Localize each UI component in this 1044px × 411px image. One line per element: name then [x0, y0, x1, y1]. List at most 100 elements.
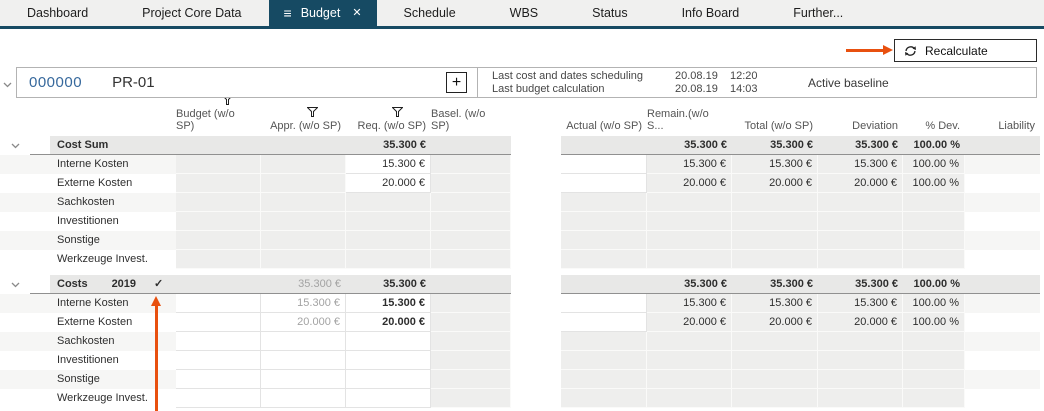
column-header-deviation[interactable]: Deviation: [818, 101, 903, 136]
last-budget-calc-line: Last budget calculation 20.08.19 14:03: [492, 83, 770, 95]
column-header-appr[interactable]: Appr. (w/o SP): [261, 101, 346, 136]
gap-cell: [511, 212, 561, 231]
tab-dashboard[interactable]: Dashboard: [27, 6, 89, 20]
cell-actual: [561, 313, 647, 332]
column-header-req[interactable]: Req. (w/o SP): [346, 101, 431, 136]
column-header-basel[interactable]: Basel. (w/o SP): [431, 101, 511, 136]
tab-info-board[interactable]: Info Board: [681, 6, 740, 20]
column-header-label: Deviation: [852, 120, 898, 132]
cell-total: 15.300 €: [732, 294, 818, 313]
cell-appr[interactable]: [261, 370, 346, 389]
cell-req: [346, 212, 431, 231]
chevron-down-icon[interactable]: [3, 75, 12, 93]
row-label: Interne Kosten: [30, 294, 176, 313]
tab-project-core-data[interactable]: Project Core Data: [142, 6, 242, 20]
row-label: Werkzeuge Invest.: [30, 250, 176, 269]
column-header-label: Liability: [998, 120, 1035, 132]
column-header-actual[interactable]: Actual (w/o SP): [561, 101, 647, 136]
close-icon[interactable]: ✕: [352, 6, 362, 19]
chevron-down-icon[interactable]: [0, 136, 30, 155]
cell-remain: [647, 332, 732, 351]
row-gutter: [0, 231, 30, 250]
tab-status[interactable]: Status: [592, 6, 628, 20]
cell-req[interactable]: [346, 332, 431, 351]
column-header-total[interactable]: Total (w/o SP): [732, 101, 818, 136]
cell-req[interactable]: 20.000 €: [346, 313, 431, 332]
row-gutter: [0, 212, 30, 231]
tab-budget[interactable]: ≡ Budget ✕: [268, 0, 377, 26]
active-baseline-label: Active baseline: [808, 75, 889, 90]
column-header-label: Budget (w/o SP): [176, 108, 235, 132]
cell-remain: 15.300 €: [647, 294, 732, 313]
cell-req[interactable]: [346, 370, 431, 389]
annotation-arrow-recalculate: [846, 45, 893, 55]
hamburger-icon[interactable]: ≡: [283, 5, 292, 21]
column-header-pdev[interactable]: % Dev.: [903, 101, 965, 136]
cell-pdev: [903, 351, 965, 370]
column-header-remain[interactable]: Remain.(w/o S...: [647, 101, 732, 136]
column-header-label: Remain.(w/o S...: [647, 108, 709, 132]
gap-cell: [511, 389, 561, 408]
scheduling-info: Last cost and dates scheduling 20.08.19 …: [492, 70, 770, 95]
cell-budget[interactable]: [176, 313, 261, 332]
row-gutter: [0, 370, 30, 389]
cell-appr[interactable]: 20.000 €: [261, 313, 346, 332]
group-label: Costs: [57, 277, 88, 290]
group-cell-budget: [176, 275, 261, 294]
cell-actual: [561, 250, 647, 269]
column-header-budget[interactable]: Budget (w/o SP): [176, 95, 261, 136]
cell-pdev: 100.00 %: [903, 155, 965, 174]
cell-budget[interactable]: [176, 351, 261, 370]
cell-req: [346, 193, 431, 212]
cell-appr[interactable]: [261, 332, 346, 351]
column-header-label: % Dev.: [925, 120, 960, 132]
toolbar: Recalculate: [0, 29, 1044, 67]
tab-wbs[interactable]: WBS: [509, 6, 539, 20]
cell-actual: [561, 332, 647, 351]
row-label: Sachkosten: [30, 332, 176, 351]
check-icon[interactable]: ✓: [154, 277, 164, 290]
column-header-label: Basel. (w/o SP): [431, 108, 486, 132]
row-gutter: [0, 351, 30, 370]
cell-budget[interactable]: [176, 370, 261, 389]
recalculate-button[interactable]: Recalculate: [894, 39, 1037, 62]
cell-req[interactable]: 15.300 €: [346, 155, 431, 174]
cell-req[interactable]: [346, 351, 431, 370]
tab-further[interactable]: Further...: [793, 6, 844, 20]
cell-deviation: [818, 250, 903, 269]
add-button[interactable]: +: [446, 72, 467, 93]
cell-req[interactable]: [346, 389, 431, 408]
cell-actual: [561, 212, 647, 231]
chevron-down-icon[interactable]: [0, 275, 30, 294]
cell-deviation: [818, 332, 903, 351]
cell-appr[interactable]: [261, 389, 346, 408]
cell-budget: [176, 212, 261, 231]
tab-schedule[interactable]: Schedule: [403, 6, 456, 20]
cell-deviation: 20.000 €: [818, 174, 903, 193]
group-cell-basel: [431, 136, 511, 155]
cell-budget[interactable]: [176, 332, 261, 351]
cell-appr[interactable]: 15.300 €: [261, 294, 346, 313]
project-number[interactable]: 000000: [29, 74, 83, 91]
cell-req[interactable]: 20.000 €: [346, 174, 431, 193]
filter-icon[interactable]: [306, 107, 319, 118]
cell-remain: [647, 389, 732, 408]
cell-total: [732, 370, 818, 389]
cell-budget[interactable]: [176, 389, 261, 408]
cell-remain: [647, 250, 732, 269]
column-header-label: Actual (w/o SP): [566, 120, 642, 132]
column-header-liability[interactable]: Liability: [965, 101, 1040, 136]
group-row-label: Cost Sum: [30, 136, 176, 155]
last-budget-calc-label: Last budget calculation: [492, 83, 605, 95]
tab-budget-label: Budget: [300, 6, 341, 20]
cell-budget[interactable]: [176, 294, 261, 313]
cell-actual: [561, 193, 647, 212]
cell-basel: [431, 212, 511, 231]
cell-req[interactable]: 15.300 €: [346, 294, 431, 313]
row-gutter: [0, 250, 30, 269]
cell-budget: [176, 231, 261, 250]
cell-actual: [561, 155, 647, 174]
filter-icon[interactable]: [391, 107, 404, 118]
cell-appr[interactable]: [261, 351, 346, 370]
cell-basel: [431, 370, 511, 389]
